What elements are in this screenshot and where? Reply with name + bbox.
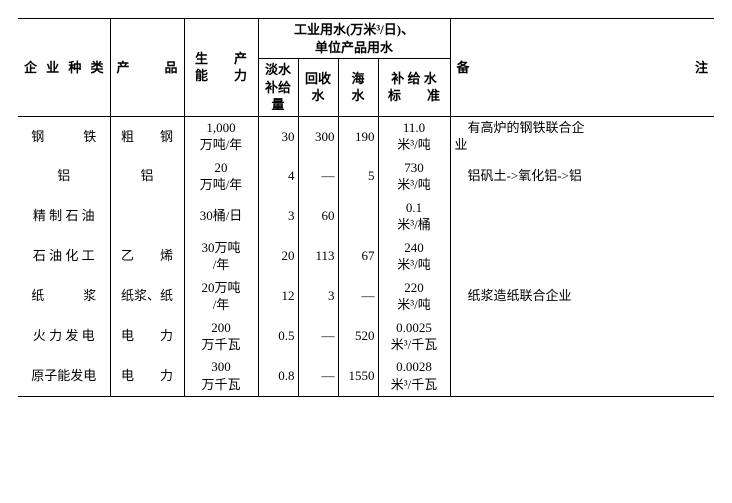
- cell-sea: 5: [338, 156, 378, 196]
- cell-std: 0.0028米³/千瓦: [378, 356, 450, 396]
- cell-fresh: 20: [258, 236, 298, 276]
- cell-capacity: 30万吨/年: [184, 236, 258, 276]
- col-group-water: 工业用水(万米³/日)、单位产品用水: [258, 19, 450, 59]
- cell-sea: 190: [338, 116, 378, 156]
- table-row: 纸 浆纸浆、纸20万吨/年123—220米³/吨 纸浆造纸联合企业: [18, 276, 714, 316]
- cell-sea: —: [338, 276, 378, 316]
- col-product: 产 品: [110, 19, 184, 117]
- cell-enterprise: 钢 铁: [18, 116, 110, 156]
- col-recycle: 回收水: [298, 59, 338, 117]
- cell-fresh: 0.5: [258, 316, 298, 356]
- cell-note: [450, 236, 714, 276]
- cell-std: 730米³/吨: [378, 156, 450, 196]
- cell-fresh: 30: [258, 116, 298, 156]
- cell-note: 纸浆造纸联合企业: [450, 276, 714, 316]
- col-sea: 海水: [338, 59, 378, 117]
- cell-product: 乙 烯: [110, 236, 184, 276]
- cell-note: [450, 196, 714, 236]
- cell-note: [450, 356, 714, 396]
- cell-recycle: —: [298, 156, 338, 196]
- table-row: 石 油 化 工乙 烯30万吨/年2011367240米³/吨: [18, 236, 714, 276]
- cell-fresh: 0.8: [258, 356, 298, 396]
- table-row: 铝铝20万吨/年4—5730米³/吨 铝矾土->氧化铝->铝: [18, 156, 714, 196]
- col-std: 补 给 水标 准: [378, 59, 450, 117]
- cell-capacity: 20万吨/年: [184, 276, 258, 316]
- col-note: 备 注: [450, 19, 714, 117]
- cell-recycle: —: [298, 356, 338, 396]
- cell-std: 11.0米³/吨: [378, 116, 450, 156]
- cell-sea: 67: [338, 236, 378, 276]
- cell-capacity: 30桶/日: [184, 196, 258, 236]
- col-enterprise: 企 业 种 类: [18, 19, 110, 117]
- cell-note: 有高炉的钢铁联合企业: [450, 116, 714, 156]
- cell-product: 电 力: [110, 356, 184, 396]
- cell-capacity: 1,000万吨/年: [184, 116, 258, 156]
- cell-product: [110, 196, 184, 236]
- cell-fresh: 12: [258, 276, 298, 316]
- cell-enterprise: 铝: [18, 156, 110, 196]
- cell-std: 0.1米³/桶: [378, 196, 450, 236]
- cell-enterprise: 纸 浆: [18, 276, 110, 316]
- cell-note: 铝矾土->氧化铝->铝: [450, 156, 714, 196]
- cell-recycle: 300: [298, 116, 338, 156]
- table-row: 原子能发电电 力300万千瓦0.8—15500.0028米³/千瓦: [18, 356, 714, 396]
- cell-recycle: 3: [298, 276, 338, 316]
- table-row: 精 制 石 油 30桶/日360 0.1米³/桶: [18, 196, 714, 236]
- table-body: 钢 铁粗 钢1,000万吨/年3030019011.0米³/吨 有高炉的钢铁联合…: [18, 116, 714, 396]
- cell-sea: 520: [338, 316, 378, 356]
- header-row-1: 企 业 种 类 产 品 生 产能 力 工业用水(万米³/日)、单位产品用水 备 …: [18, 19, 714, 59]
- cell-product: 粗 钢: [110, 116, 184, 156]
- cell-enterprise: 火 力 发 电: [18, 316, 110, 356]
- cell-sea: [338, 196, 378, 236]
- cell-capacity: 200万千瓦: [184, 316, 258, 356]
- cell-enterprise: 精 制 石 油: [18, 196, 110, 236]
- cell-product: 电 力: [110, 316, 184, 356]
- cell-enterprise: 石 油 化 工: [18, 236, 110, 276]
- cell-recycle: —: [298, 316, 338, 356]
- table-row: 火 力 发 电电 力200万千瓦0.5—5200.0025米³/千瓦: [18, 316, 714, 356]
- cell-note: [450, 316, 714, 356]
- cell-std: 0.0025米³/千瓦: [378, 316, 450, 356]
- col-fresh: 淡水补给量: [258, 59, 298, 117]
- cell-fresh: 4: [258, 156, 298, 196]
- col-capacity: 生 产能 力: [184, 19, 258, 117]
- cell-enterprise: 原子能发电: [18, 356, 110, 396]
- cell-sea: 1550: [338, 356, 378, 396]
- cell-product: 纸浆、纸: [110, 276, 184, 316]
- cell-fresh: 3: [258, 196, 298, 236]
- cell-recycle: 113: [298, 236, 338, 276]
- cell-product: 铝: [110, 156, 184, 196]
- water-usage-table: 企 业 种 类 产 品 生 产能 力 工业用水(万米³/日)、单位产品用水 备 …: [18, 18, 714, 397]
- cell-std: 240米³/吨: [378, 236, 450, 276]
- table-row: 钢 铁粗 钢1,000万吨/年3030019011.0米³/吨 有高炉的钢铁联合…: [18, 116, 714, 156]
- cell-capacity: 20万吨/年: [184, 156, 258, 196]
- cell-capacity: 300万千瓦: [184, 356, 258, 396]
- cell-std: 220米³/吨: [378, 276, 450, 316]
- cell-recycle: 60: [298, 196, 338, 236]
